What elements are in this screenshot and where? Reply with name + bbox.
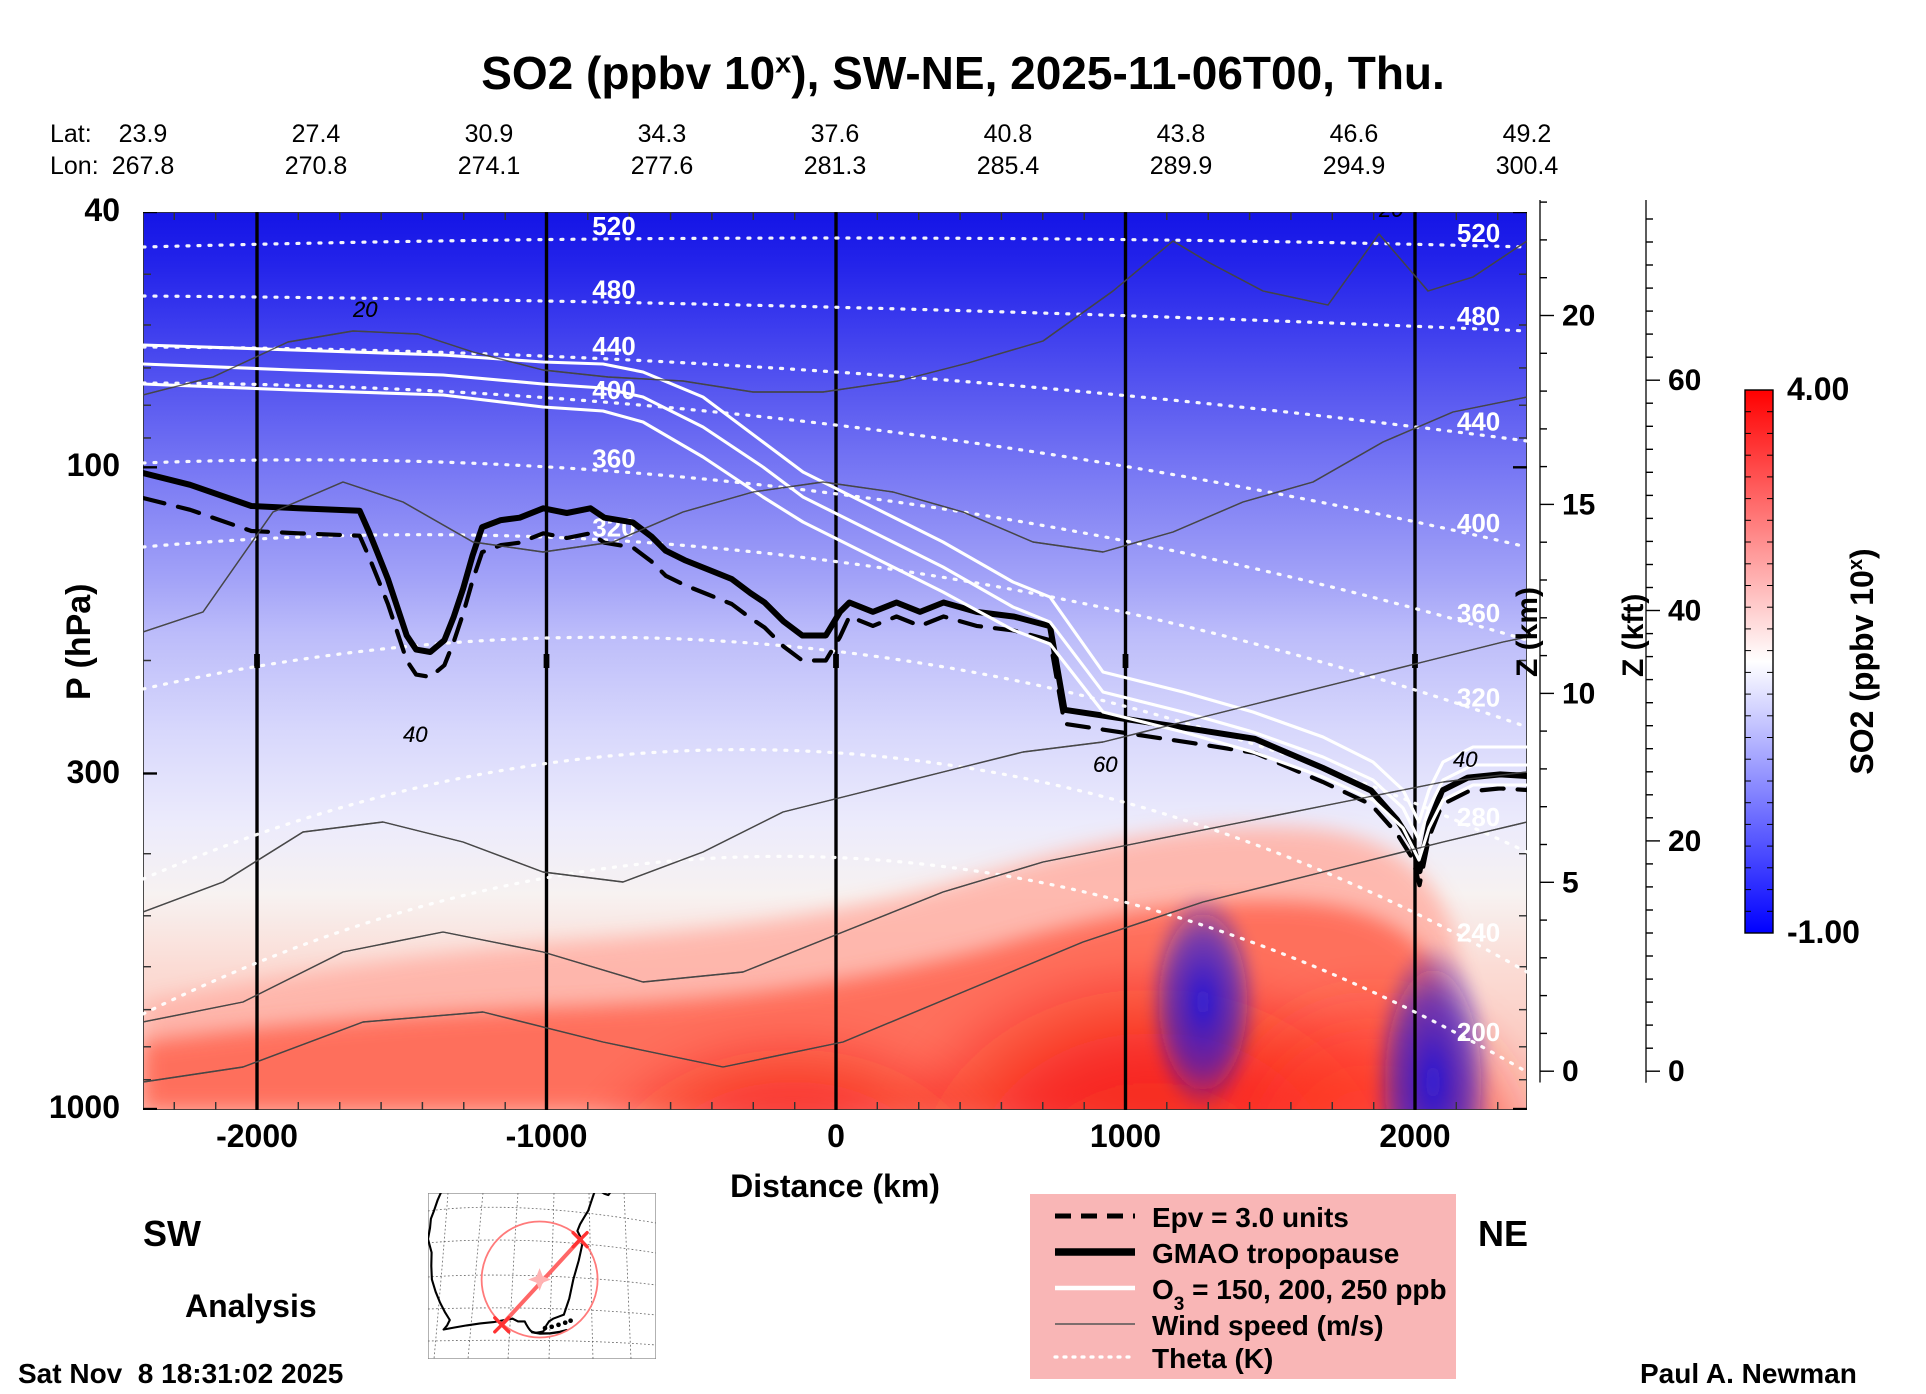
svg-text:480: 480 (592, 274, 635, 304)
svg-text:0: 0 (1562, 1055, 1579, 1088)
svg-text:SO2 (ppbv 10x): SO2 (ppbv 10x) (1844, 548, 1880, 774)
svg-text:520: 520 (592, 212, 635, 241)
svg-text:15: 15 (1562, 488, 1595, 521)
svg-text:20: 20 (1668, 825, 1701, 858)
svg-text:320: 320 (1457, 683, 1500, 713)
svg-text:40: 40 (403, 722, 428, 747)
svg-text:400: 400 (1457, 508, 1500, 538)
svg-text:60: 60 (1093, 752, 1118, 777)
svg-text:440: 440 (1457, 407, 1500, 437)
svg-text:Wind speed (m/s): Wind speed (m/s) (1152, 1310, 1384, 1341)
svg-text:40: 40 (1453, 747, 1478, 772)
svg-text:240: 240 (1457, 917, 1500, 947)
svg-text:0: 0 (1668, 1055, 1685, 1088)
svg-text:5: 5 (1562, 866, 1579, 899)
svg-text:O3 = 150, 200, 250 ppb: O3 = 150, 200, 250 ppb (1152, 1274, 1447, 1315)
svg-text:520: 520 (1457, 218, 1500, 248)
svg-text:20: 20 (352, 297, 378, 322)
svg-text:40: 40 (1668, 595, 1701, 628)
svg-text:20: 20 (1378, 212, 1404, 222)
svg-text:360: 360 (592, 443, 635, 473)
svg-text:Epv = 3.0 units: Epv = 3.0 units (1152, 1202, 1349, 1233)
svg-text:4.00: 4.00 (1787, 371, 1849, 407)
svg-text:440: 440 (592, 331, 635, 361)
svg-text:200: 200 (1457, 1017, 1500, 1047)
svg-text:480: 480 (1457, 301, 1500, 331)
svg-text:60: 60 (1668, 364, 1701, 397)
svg-text:20: 20 (1562, 300, 1595, 333)
svg-text:360: 360 (1457, 598, 1500, 628)
svg-text:280: 280 (1457, 802, 1500, 832)
svg-text:10: 10 (1562, 677, 1595, 710)
svg-text:Theta (K): Theta (K) (1152, 1343, 1273, 1374)
svg-text:-1.00: -1.00 (1787, 914, 1860, 950)
svg-text:GMAO tropopause: GMAO tropopause (1152, 1238, 1399, 1269)
